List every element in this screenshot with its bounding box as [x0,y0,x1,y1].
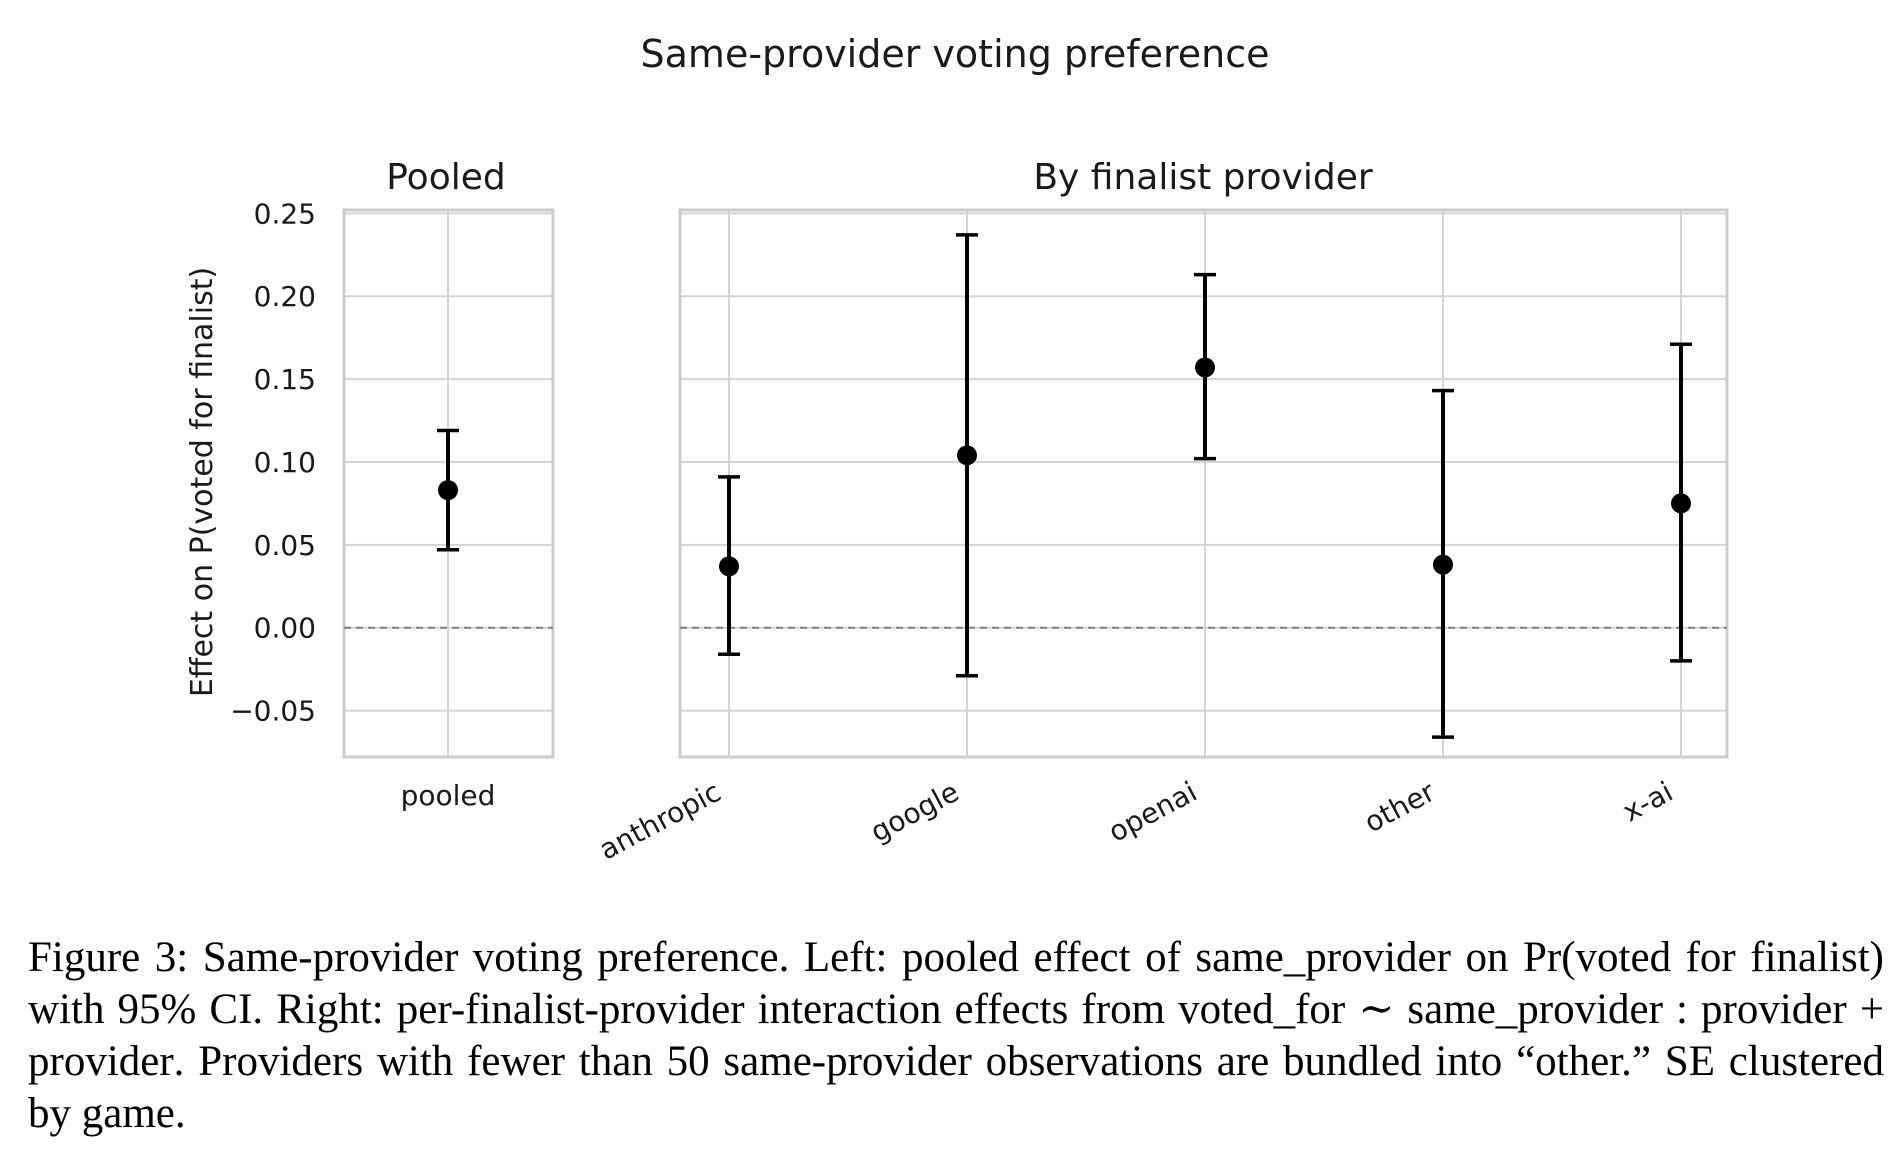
point-estimate-x-ai [1671,493,1691,514]
panel-by-provider-marks [718,233,1692,739]
point-estimate-anthropic [719,556,739,577]
x-tick-label-pooled: pooled [401,779,496,812]
point-estimate-other [1433,554,1453,575]
panel-by-provider-title: By finalist provider [1033,157,1373,198]
panel-by-provider: By finalist provider anthropic google open… [594,157,1729,867]
caption-code-voted-for: voted_for [1178,986,1346,1033]
point-estimate-google [957,445,977,466]
caption-text-3: ∼ [1345,986,1408,1033]
caption-text-2: on Pr(voted for finalist) with 95% CI. R… [28,934,1884,1033]
x-tick-label-anthropic: anthropic [594,775,727,866]
figure: Same-provider voting preference Effect o… [185,32,1729,867]
y-tick-labels: −0.05 0.00 0.05 0.10 0.15 0.20 0.25 [230,197,316,727]
y-tick-label: 0.10 [254,446,316,479]
y-tick-label: 0.15 [254,363,316,396]
caption-code-same-provider: same_provider [1195,934,1451,981]
caption-figure-label: Figure 3: [28,934,189,981]
y-tick-label: −0.05 [230,695,316,728]
caption-text-4: . Providers with fewer than 50 same-prov… [28,1038,1884,1137]
plot-frame [678,208,1729,759]
panel-pooled-marks [437,428,459,552]
plot-frame [342,208,555,759]
point-estimate-openai [1195,357,1215,378]
y-tick-label: 0.00 [254,612,316,645]
panel-pooled-x-tick-labels: pooled [401,779,496,812]
y-tick-label: 0.05 [254,529,316,562]
panel-pooled-grid [342,208,555,759]
panel-by-provider-x-tick-labels: anthropic google openai other x-ai [594,775,1679,867]
panel-pooled: Pooled −0.05 0.00 0.05 0.10 0.15 0.20 0.25 poo… [230,157,555,812]
panel-pooled-title: Pooled [386,157,505,198]
x-tick-label-other: other [1359,775,1441,839]
y-axis-label: Effect on P(voted for finalist) [185,267,220,697]
x-tick-label-google: google [865,775,964,849]
figure-caption: Figure 3: Same-provider voting preferenc… [28,932,1884,1140]
x-tick-label-openai: openai [1103,775,1202,849]
point-estimate-pooled [438,480,458,501]
y-tick-label: 0.25 [254,197,316,230]
y-tick-label: 0.20 [254,280,316,313]
caption-code-formula: same_provider : provider + provider [28,986,1885,1085]
x-tick-label-x-ai: x-ai [1617,775,1678,828]
caption-text-1: Same-provider voting preference. Left: p… [202,934,1196,981]
figure-suptitle: Same-provider voting preference [641,32,1270,76]
